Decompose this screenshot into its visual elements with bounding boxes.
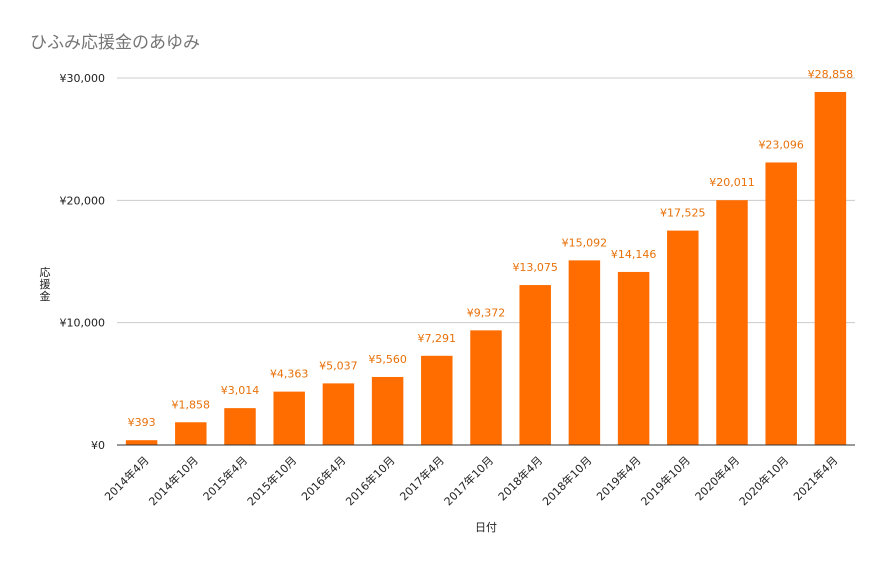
bar (617, 271, 650, 445)
x-tick-label: 2016年10月 (343, 453, 398, 508)
x-tick-label: 2020年10月 (736, 453, 791, 508)
y-axis-title: 応援金 (40, 265, 51, 303)
data-label: ¥17,525 (660, 207, 706, 220)
x-tick-label: 2014年10月 (146, 453, 201, 508)
data-label: ¥7,291 (418, 332, 457, 345)
y-tick-label: ¥30,000 (60, 72, 106, 85)
bar (322, 383, 355, 445)
bar (273, 391, 305, 445)
x-tick-label: 2015年4月 (200, 453, 250, 503)
bar (716, 200, 748, 445)
data-label: ¥28,858 (808, 68, 854, 81)
x-tick-label: 2019年4月 (594, 453, 644, 503)
y-axis-ticks: ¥0 ¥10,000 ¥20,000 ¥30,000 (60, 72, 106, 452)
x-tick-label: 2014年4月 (102, 453, 152, 503)
x-tick-label: 2017年4月 (397, 453, 447, 503)
chart-title: ひふみ応援金のあゆみ (30, 33, 200, 53)
data-label: ¥1,858 (172, 398, 211, 411)
x-tick-label: 2019年10月 (638, 453, 693, 508)
data-label: ¥5,037 (319, 359, 358, 372)
bar (814, 91, 847, 446)
bar (371, 376, 404, 445)
bar (765, 162, 797, 446)
x-tick-label: 2021年4月 (790, 453, 840, 503)
data-label: ¥393 (128, 416, 156, 429)
data-label: ¥20,011 (709, 176, 755, 189)
data-label: ¥5,560 (368, 353, 407, 366)
data-label: ¥9,372 (467, 306, 506, 319)
x-axis-title: 日付 (475, 521, 497, 534)
x-tick-label: 2018年4月 (495, 453, 545, 503)
bar (175, 422, 207, 445)
data-labels: ¥393 ¥1,858 ¥3,014 ¥4,363 ¥5,037 ¥5,560 ¥7,291… (128, 68, 854, 429)
bar (519, 285, 551, 445)
bars (125, 91, 847, 446)
x-tick-label: 2018年10月 (539, 453, 594, 508)
y-tick-label: ¥10,000 (60, 317, 106, 330)
data-label: ¥23,096 (758, 138, 804, 151)
x-tick-label: 2020年4月 (692, 453, 742, 503)
data-label: ¥13,075 (512, 261, 558, 274)
x-tick-label: 2015年10月 (244, 453, 299, 508)
data-label: ¥4,363 (270, 368, 309, 381)
x-tick-label: 2017年10月 (441, 453, 496, 508)
bar (125, 440, 158, 445)
data-label: ¥14,146 (611, 248, 657, 261)
y-tick-label: ¥20,000 (60, 194, 106, 207)
data-label: ¥15,092 (562, 236, 608, 249)
data-label: ¥3,014 (221, 384, 260, 397)
bar (224, 408, 256, 445)
bar (667, 230, 699, 445)
bar (421, 355, 453, 445)
bar (568, 260, 601, 445)
y-tick-label: ¥0 (91, 439, 105, 452)
bar (470, 330, 502, 445)
x-tick-label: 2016年4月 (298, 453, 348, 503)
